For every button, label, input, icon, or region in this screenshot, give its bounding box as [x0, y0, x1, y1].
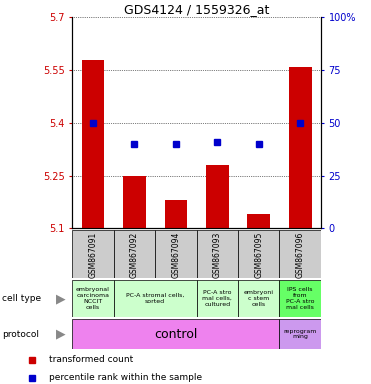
Bar — [279, 230, 321, 278]
Bar — [197, 230, 238, 278]
Bar — [247, 214, 270, 228]
Text: PC-A stromal cells,
sorted: PC-A stromal cells, sorted — [126, 293, 184, 304]
Bar — [72, 319, 279, 349]
Bar — [72, 230, 114, 278]
Text: embryonal
carcinoma
NCCIT
cells: embryonal carcinoma NCCIT cells — [76, 287, 110, 310]
Bar — [238, 280, 279, 317]
Text: PC-A stro
mal cells,
cultured: PC-A stro mal cells, cultured — [203, 290, 232, 307]
Bar — [164, 200, 187, 228]
Text: control: control — [154, 328, 198, 341]
Bar — [279, 280, 321, 317]
Bar — [82, 60, 105, 228]
Bar — [114, 280, 197, 317]
Text: GSM867095: GSM867095 — [254, 231, 263, 278]
Text: ▶: ▶ — [56, 328, 65, 341]
Text: percentile rank within the sample: percentile rank within the sample — [49, 373, 202, 382]
Text: GSM867093: GSM867093 — [213, 231, 222, 278]
Text: GSM867091: GSM867091 — [89, 231, 98, 278]
Bar — [289, 66, 312, 228]
Bar — [114, 230, 155, 278]
Text: protocol: protocol — [2, 329, 39, 339]
Bar — [279, 319, 321, 349]
Text: IPS cells
from
PC-A stro
mal cells: IPS cells from PC-A stro mal cells — [286, 287, 315, 310]
Text: GSM867096: GSM867096 — [296, 231, 305, 278]
Text: ▶: ▶ — [56, 292, 65, 305]
Bar — [197, 280, 238, 317]
Text: cell type: cell type — [2, 294, 41, 303]
Bar — [123, 175, 146, 228]
Bar — [206, 165, 229, 228]
Text: transformed count: transformed count — [49, 355, 133, 364]
Text: GSM867092: GSM867092 — [130, 231, 139, 278]
Title: GDS4124 / 1559326_at: GDS4124 / 1559326_at — [124, 3, 269, 16]
Bar — [238, 230, 279, 278]
Text: GSM867094: GSM867094 — [171, 231, 180, 278]
Bar — [72, 280, 114, 317]
Bar — [155, 230, 197, 278]
Text: reprogram
ming: reprogram ming — [283, 329, 317, 339]
Text: embryoni
c stem
cells: embryoni c stem cells — [244, 290, 274, 307]
